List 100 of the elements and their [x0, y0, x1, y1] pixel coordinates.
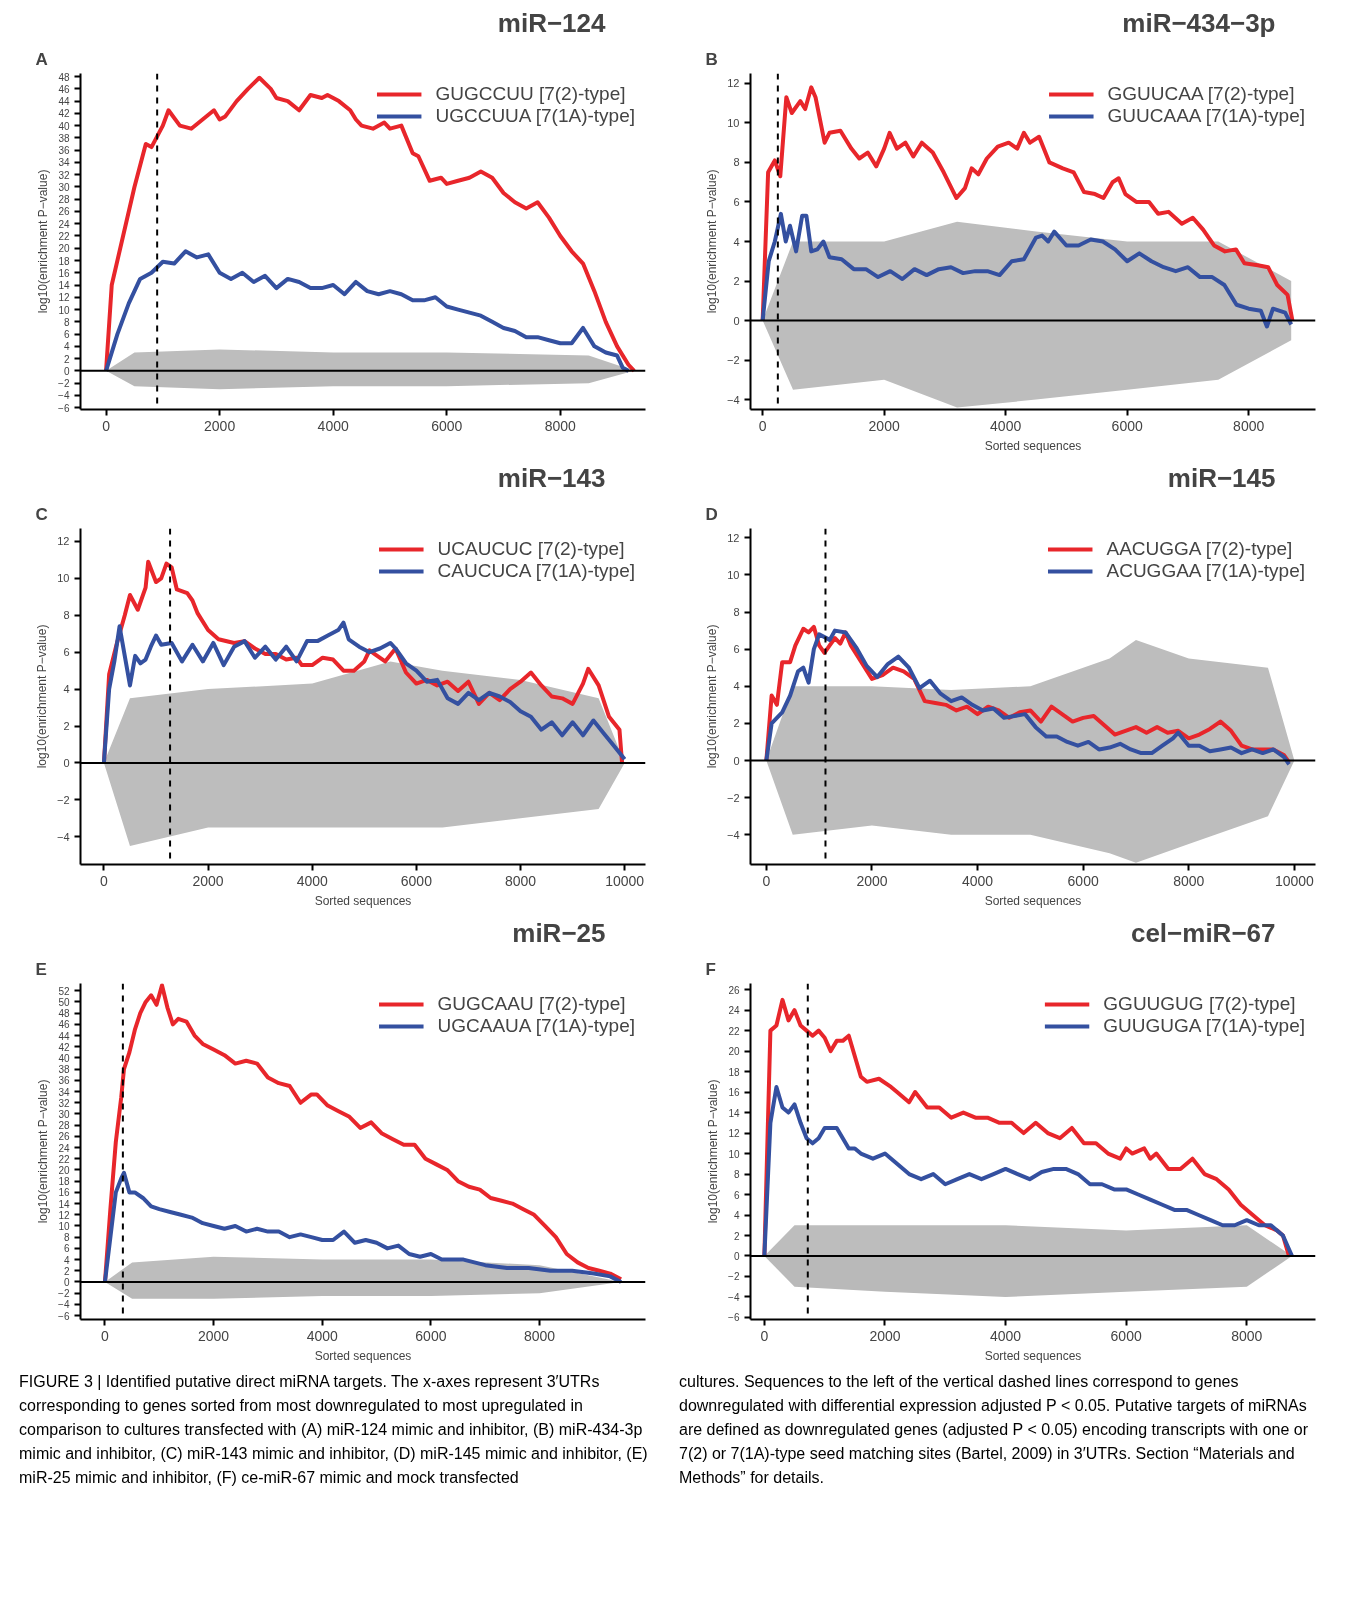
x-tick-label: 0 — [100, 872, 109, 889]
y-tick-label: −4 — [728, 1291, 740, 1303]
y-axis-title: log10(enrichment P−value) — [706, 1079, 721, 1224]
x-tick-label: 4000 — [296, 872, 329, 889]
legend-label: ACUGGAA [7(1A)-type] — [1106, 560, 1305, 582]
y-tick-label: 0 — [63, 365, 70, 377]
y-tick-label: 6 — [733, 643, 740, 656]
x-tick-label: 0 — [758, 417, 767, 434]
y-tick-label: 22 — [58, 1153, 70, 1165]
caption: FIGURE 3 | Identified putative direct miRNA targets. The x-axes represent 3′UTRs corresponding to genes sorted from most downregulated to most upregulated in comparison to cultures transfected with (A) miR-124 mimic and inhibitor, (B) miR-434-3p mimic and inhibitor, (C) miR-143 mimic and inhibitor, (D) miR-145 mimic and inhibitor, (E) miR-25 mimic and inhibitor, (F) ce-miR-67 mimic and mock transfected — [18, 1372, 649, 1488]
y-tick-label: 22 — [728, 1025, 740, 1037]
y-tick-label: −6 — [58, 402, 70, 414]
y-tick-label: 14 — [58, 1198, 70, 1210]
x-tick-label: 4000 — [990, 417, 1022, 434]
y-tick-label: −2 — [58, 1288, 70, 1300]
legend-label: AACUGGA [7(2)-type] — [1106, 538, 1293, 560]
y-tick-label: 26 — [728, 984, 740, 996]
y-tick-label: 10 — [728, 1148, 740, 1160]
y-tick-label: 20 — [58, 1164, 70, 1176]
x-tick-label: 4000 — [317, 417, 349, 434]
y-tick-label: 8 — [63, 316, 70, 328]
y-tick-label: 28 — [58, 194, 70, 206]
legend-label: UGCAAUA [7(1A)-type] — [437, 1015, 635, 1037]
y-tick-label: 6 — [733, 1189, 740, 1201]
legend-label: UGCCUUA [7(1A)-type] — [435, 105, 635, 127]
y-tick-label: 40 — [58, 1052, 70, 1064]
text: B — [705, 49, 718, 69]
y-tick-label: 50 — [58, 996, 70, 1008]
y-tick-label: 16 — [58, 1187, 70, 1199]
y-tick-label: 0 — [733, 314, 740, 327]
y-tick-label: 0 — [63, 756, 70, 769]
y-tick-label: −4 — [726, 393, 740, 406]
y-tick-label: 4 — [733, 1210, 740, 1222]
y-tick-label: −4 — [58, 1299, 70, 1311]
y-tick-label: 42 — [58, 1041, 70, 1053]
y-axis-title: log10(enrichment P−value) — [704, 169, 719, 314]
text: cultures. Sequences to the left of the vertical dashed lines correspond to genes downregulated with differential expression adjusted P < 0.05. Putative targets of miRNAs are defined as downregulated genes (adjusted P < 0.05) encoding transcripts with one or 7(2) or 7(1A)-type seed matching sites (Bartel, 2009) in 3′UTRs. Section “Materials and Methods” for details. — [678, 1372, 1309, 1488]
y-tick-label: 6 — [63, 646, 70, 659]
y-axis-title: log10(enrichment P−value) — [36, 169, 51, 314]
y-tick-label: 0 — [63, 1276, 70, 1288]
chart-title: miR−124 — [497, 7, 607, 38]
y-tick-label: 8 — [63, 609, 70, 622]
y-tick-label: 14 — [58, 280, 70, 292]
legend-label: GGUUCAA [7(2)-type] — [1107, 83, 1295, 105]
x-axis-title: Sorted sequences — [984, 438, 1082, 453]
chart-title: miR−145 — [1167, 462, 1276, 493]
y-tick-label: 24 — [58, 1142, 70, 1154]
y-tick-label: 2 — [733, 275, 740, 288]
y-axis-title: log10(enrichment P−value) — [34, 624, 49, 769]
x-tick-label: 0 — [102, 417, 111, 434]
y-tick-label: 44 — [58, 1030, 70, 1042]
legend-label: UCAUCUC [7(2)-type] — [437, 538, 625, 560]
chart-title: miR−434−3p — [1122, 7, 1276, 38]
y-tick-label: 16 — [58, 267, 70, 279]
y-tick-label: 18 — [728, 1066, 740, 1078]
y-tick-label: 20 — [728, 1046, 740, 1058]
chart-title: cel−miR−67 — [1130, 917, 1276, 948]
y-tick-label: 46 — [58, 1019, 70, 1031]
y-tick-label: 36 — [58, 1075, 70, 1087]
y-tick-label: 8 — [733, 1169, 740, 1181]
legend-label: GGUUGUG [7(2)-type] — [1103, 993, 1296, 1015]
y-axis-title: log10(enrichment P−value) — [36, 1079, 51, 1224]
legend-label: CAUCUCA [7(1A)-type] — [437, 560, 635, 582]
x-tick-label: 4000 — [989, 1327, 1022, 1344]
x-tick-label: 10000 — [605, 872, 645, 889]
y-tick-label: 10 — [57, 572, 70, 585]
y-tick-label: 44 — [58, 96, 70, 108]
y-tick-label: 4 — [63, 341, 70, 353]
y-tick-label: 12 — [728, 1128, 740, 1140]
x-tick-label: 2000 — [198, 1327, 230, 1344]
y-tick-label: −2 — [726, 791, 740, 804]
x-tick-label: 2000 — [204, 417, 236, 434]
x-tick-label: 6000 — [1067, 872, 1099, 889]
y-tick-label: 14 — [728, 1107, 740, 1119]
y-tick-label: 2 — [733, 717, 740, 730]
y-tick-label: 12 — [57, 535, 70, 548]
x-tick-label: 4000 — [961, 872, 994, 889]
y-tick-label: 6 — [63, 329, 70, 341]
x-axis-title: Sorted sequences — [984, 893, 1082, 908]
x-tick-label: 6000 — [431, 417, 463, 434]
y-tick-label: 34 — [58, 1086, 70, 1098]
y-tick-label: 18 — [58, 255, 70, 267]
legend-label: GUUGUGA [7(1A)-type] — [1103, 1015, 1305, 1037]
y-axis-title: log10(enrichment P−value) — [704, 624, 719, 769]
y-tick-label: 0 — [733, 754, 740, 767]
y-tick-label: 36 — [58, 145, 70, 157]
y-tick-label: 2 — [63, 720, 70, 733]
text: E — [35, 959, 47, 979]
x-tick-label: 8000 — [1231, 1327, 1263, 1344]
y-tick-label: −4 — [56, 830, 70, 843]
legend-label: GUGCAAU [7(2)-type] — [437, 993, 626, 1015]
y-tick-label: 4 — [733, 235, 740, 248]
x-tick-label: 0 — [762, 872, 771, 889]
x-tick-label: 8000 — [1233, 417, 1265, 434]
x-tick-label: 4000 — [306, 1327, 339, 1344]
y-tick-label: 52 — [58, 985, 70, 997]
y-tick-label: 46 — [58, 83, 70, 95]
y-tick-label: 48 — [58, 71, 70, 83]
y-tick-label: −2 — [58, 378, 70, 390]
x-tick-label: 2000 — [869, 1327, 901, 1344]
